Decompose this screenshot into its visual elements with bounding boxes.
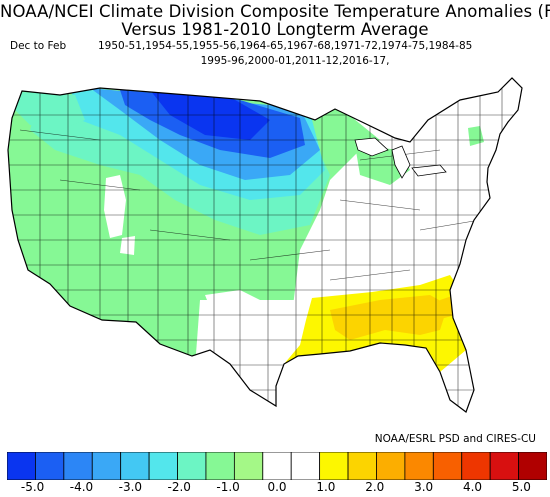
color-bar-swatch bbox=[376, 452, 406, 480]
color-bar-swatch bbox=[262, 452, 292, 480]
color-bar-swatch bbox=[205, 452, 235, 480]
color-bar-tick-label: -5.0 bbox=[20, 480, 45, 494]
color-bar-tick-label: -1.0 bbox=[216, 480, 240, 494]
color-bar-swatch bbox=[404, 452, 434, 480]
color-bar-swatch bbox=[35, 452, 65, 480]
credit-label: NOAA/ESRL PSD and CIRES-CU bbox=[374, 433, 536, 445]
color-bar-swatch bbox=[7, 452, 36, 480]
map-subtitle: Versus 1981-2010 Longterm Average bbox=[121, 20, 429, 39]
color-bar-tick-label: -4.0 bbox=[69, 480, 94, 494]
color-bar-swatch bbox=[233, 452, 264, 480]
color-bar-swatch bbox=[177, 452, 207, 480]
color-bar-tick-label: 0.0 bbox=[267, 480, 287, 494]
color-bar-swatch bbox=[319, 452, 349, 480]
map-title: NOAA/NCEI Climate Division Composite Tem… bbox=[0, 2, 550, 21]
years-line-1: 1950-51,1954-55,1955-56,1964-65,1967-68,… bbox=[98, 40, 473, 52]
season-label: Dec to Feb bbox=[10, 40, 67, 52]
us-anomaly-map bbox=[7, 77, 523, 413]
color-bar-ticks: -5.0 -4.0 -3.0 -2.0 -1.0 0.0 1.0 2.0 3.0 4.0 5.0 bbox=[0, 480, 550, 496]
color-bar-swatch bbox=[91, 452, 122, 480]
color-bar-tick-label: 4.0 bbox=[462, 480, 483, 494]
color-bar-swatch bbox=[461, 452, 491, 480]
color-bar-swatch bbox=[489, 452, 519, 480]
color-bar bbox=[7, 452, 547, 480]
color-bar-swatch bbox=[148, 452, 178, 480]
color-bar-tick-label: 2.0 bbox=[365, 480, 385, 494]
color-bar-swatch bbox=[518, 452, 547, 480]
color-bar-swatch bbox=[120, 452, 150, 480]
color-bar-tick-label: 1.0 bbox=[316, 480, 336, 494]
color-bar-swatch bbox=[347, 452, 377, 480]
years-line-2: 1995-96,2000-01,2011-12,2016-17, bbox=[200, 55, 390, 67]
color-bar-tick-label: -3.0 bbox=[118, 480, 143, 494]
color-bar-swatch bbox=[63, 452, 93, 480]
color-bar-tick-label: 3.0 bbox=[414, 480, 434, 494]
color-bar-tick-label: 5.0 bbox=[511, 480, 531, 494]
color-bar-tick-label: -2.0 bbox=[167, 480, 191, 494]
color-bar-swatch bbox=[290, 452, 321, 480]
color-bar-swatch bbox=[432, 452, 463, 480]
